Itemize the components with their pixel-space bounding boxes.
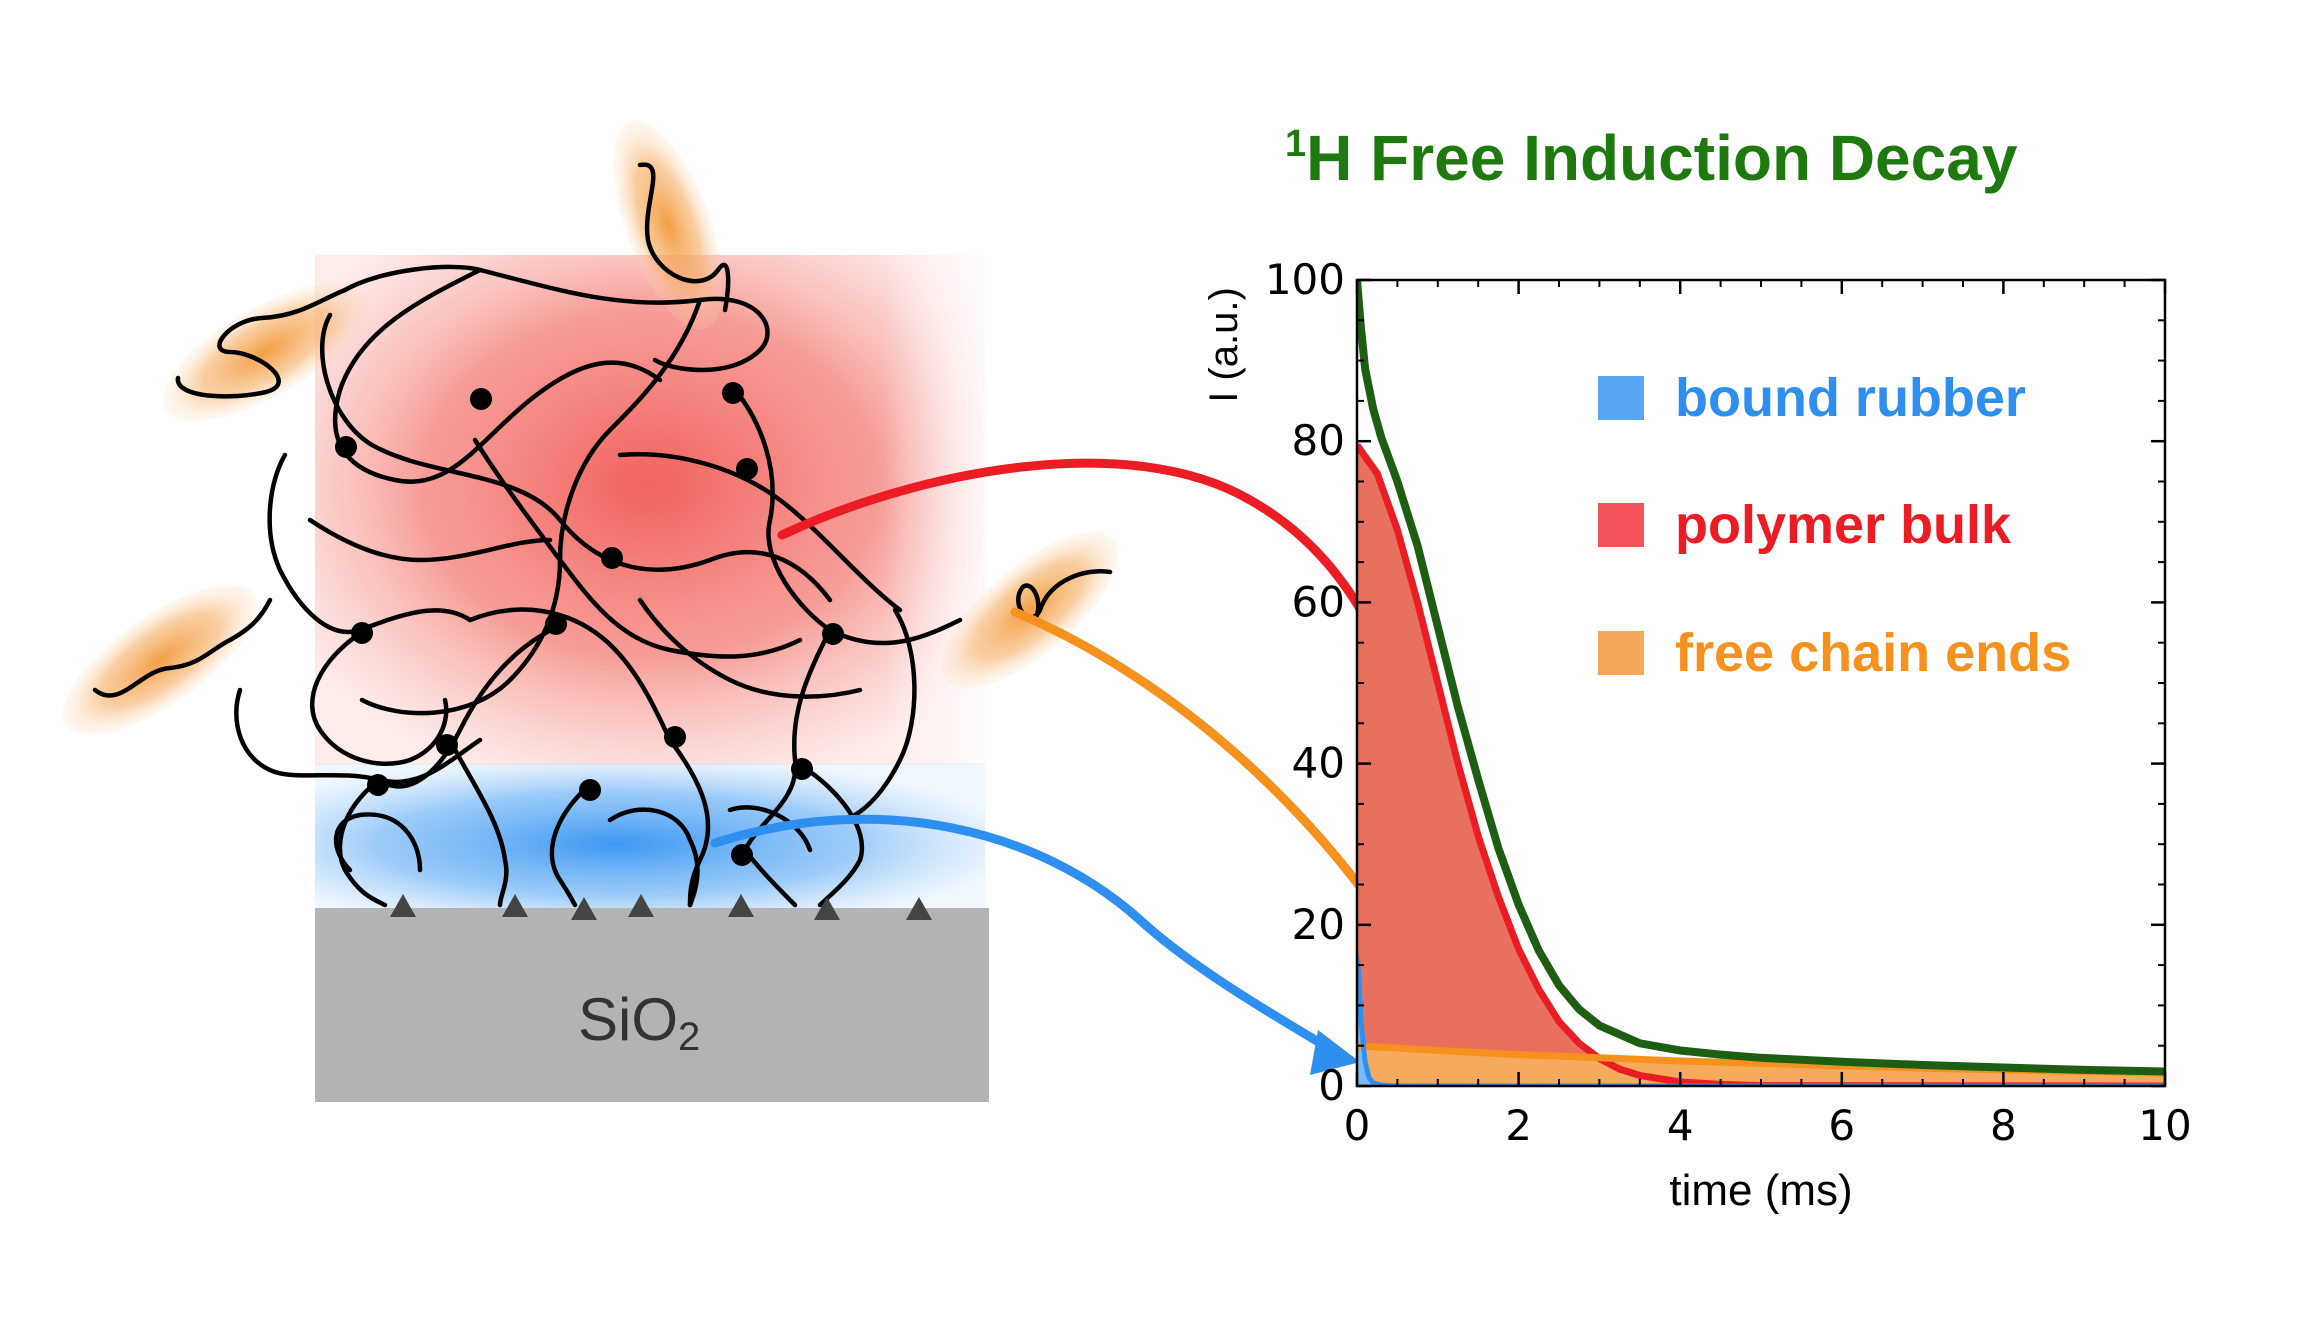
- polymer-chains: [92, 162, 1113, 908]
- x-tick-label: 0: [1344, 1101, 1371, 1150]
- x-tick-label: 10: [2138, 1101, 2191, 1150]
- legend-swatch-free-chain-ends: [1598, 631, 1644, 675]
- x-tick-label: 8: [1990, 1101, 2017, 1150]
- y-tick-label: 0: [1318, 1061, 1345, 1110]
- surface-anchors: [390, 894, 932, 920]
- y-axis-label: I (a.u.): [1202, 287, 1246, 403]
- y-tick-label: 40: [1292, 739, 1345, 788]
- y-tick-label: 60: [1292, 577, 1345, 626]
- total-fid-line: [1357, 280, 2165, 1076]
- legend-label-free-chain-ends: free chain ends: [1675, 623, 2071, 683]
- polymer-schematic: SiO2: [62, 120, 1119, 1102]
- free-chain-end-blob: [62, 584, 258, 736]
- y-tick-label: 80: [1292, 416, 1345, 465]
- chart-legend: bound rubber polymer bulk free chain ends: [1598, 368, 2071, 683]
- title-main: H Free Induction Decay: [1306, 122, 2018, 194]
- x-axis-label: time (ms): [1669, 1166, 1852, 1215]
- legend-label-bound-rubber: bound rubber: [1675, 368, 2026, 428]
- legend-label-polymer-bulk: polymer bulk: [1675, 495, 2012, 555]
- sio2-substrate: [315, 908, 989, 1102]
- title-superscript: 1: [1285, 123, 1306, 165]
- arrow-bound: [710, 814, 1340, 1057]
- legend-swatch-bound-rubber: [1598, 376, 1644, 420]
- bulk-area: [1357, 445, 2165, 1086]
- figure-title: 1H Free Induction Decay: [1285, 122, 2018, 194]
- bound-rubber-region: [315, 763, 985, 910]
- y-tick-label: 20: [1292, 900, 1345, 949]
- x-tick-label: 4: [1667, 1101, 1694, 1150]
- arrowhead-bound: [1310, 1030, 1360, 1075]
- free-chain-end-blob: [163, 283, 367, 421]
- x-tick-label: 2: [1505, 1101, 1532, 1150]
- crosslink-dots: [335, 382, 844, 866]
- legend-swatch-polymer-bulk: [1598, 503, 1644, 547]
- substrate-label: SiO2: [578, 986, 700, 1059]
- x-tick-label: 6: [1828, 1101, 1855, 1150]
- free-chain-end-blob: [941, 531, 1119, 689]
- y-tick-label: 100: [1265, 255, 1345, 304]
- free-chain-end-blob: [613, 120, 723, 330]
